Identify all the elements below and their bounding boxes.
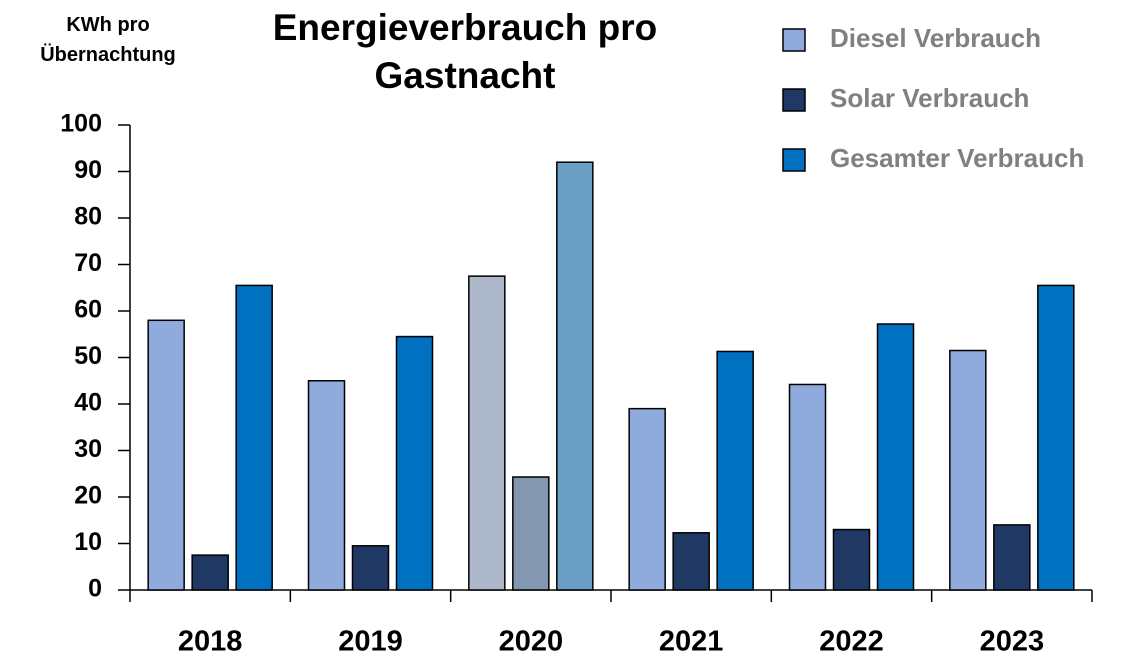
x-tick-label: 2020 [499, 626, 564, 658]
bar [832, 528, 871, 591]
bar [147, 319, 185, 591]
bar [556, 161, 594, 591]
x-tick-label: 2022 [819, 626, 884, 658]
legend-label: Solar Verbrauch [830, 83, 1029, 113]
bar [395, 335, 434, 591]
y-tick-label: 50 [74, 342, 102, 370]
x-tick-label: 2021 [659, 626, 724, 658]
y-axis-label: KWh pro Übernachtung [40, 14, 176, 66]
bar [1037, 284, 1075, 591]
legend-label: Gesamter Verbrauch [830, 143, 1084, 173]
y-tick-label: 90 [74, 156, 102, 184]
y-tick-label: 100 [60, 110, 102, 138]
y-tick-label: 80 [74, 203, 102, 231]
x-tick-label: 2023 [980, 626, 1045, 658]
bar [876, 323, 915, 591]
chart-title: Energieverbrauch pro Gastnacht [272, 7, 658, 96]
bar [716, 350, 754, 591]
bar [235, 284, 273, 591]
bar [351, 545, 390, 591]
bar [788, 383, 827, 591]
bar [993, 524, 1031, 591]
bar [672, 532, 710, 591]
legend-swatch [782, 88, 806, 112]
y-tick-label: 30 [74, 435, 102, 463]
y-tick-label: 0 [88, 575, 102, 603]
y-tick-label: 40 [74, 389, 102, 417]
legend-label: Diesel Verbrauch [830, 23, 1041, 53]
legend-swatch [782, 28, 806, 52]
bar [468, 275, 506, 591]
y-tick-label: 60 [74, 296, 102, 324]
bar [512, 476, 550, 591]
bar [307, 380, 346, 591]
bar [949, 349, 987, 591]
bar [191, 554, 229, 591]
y-tick-label: 70 [74, 249, 102, 277]
bar [628, 407, 666, 591]
legend-swatch [782, 148, 806, 172]
y-tick-label: 20 [74, 482, 102, 510]
x-tick-label: 2018 [178, 626, 243, 658]
y-tick-label: 10 [74, 528, 102, 556]
x-tick-label: 2019 [338, 626, 403, 658]
